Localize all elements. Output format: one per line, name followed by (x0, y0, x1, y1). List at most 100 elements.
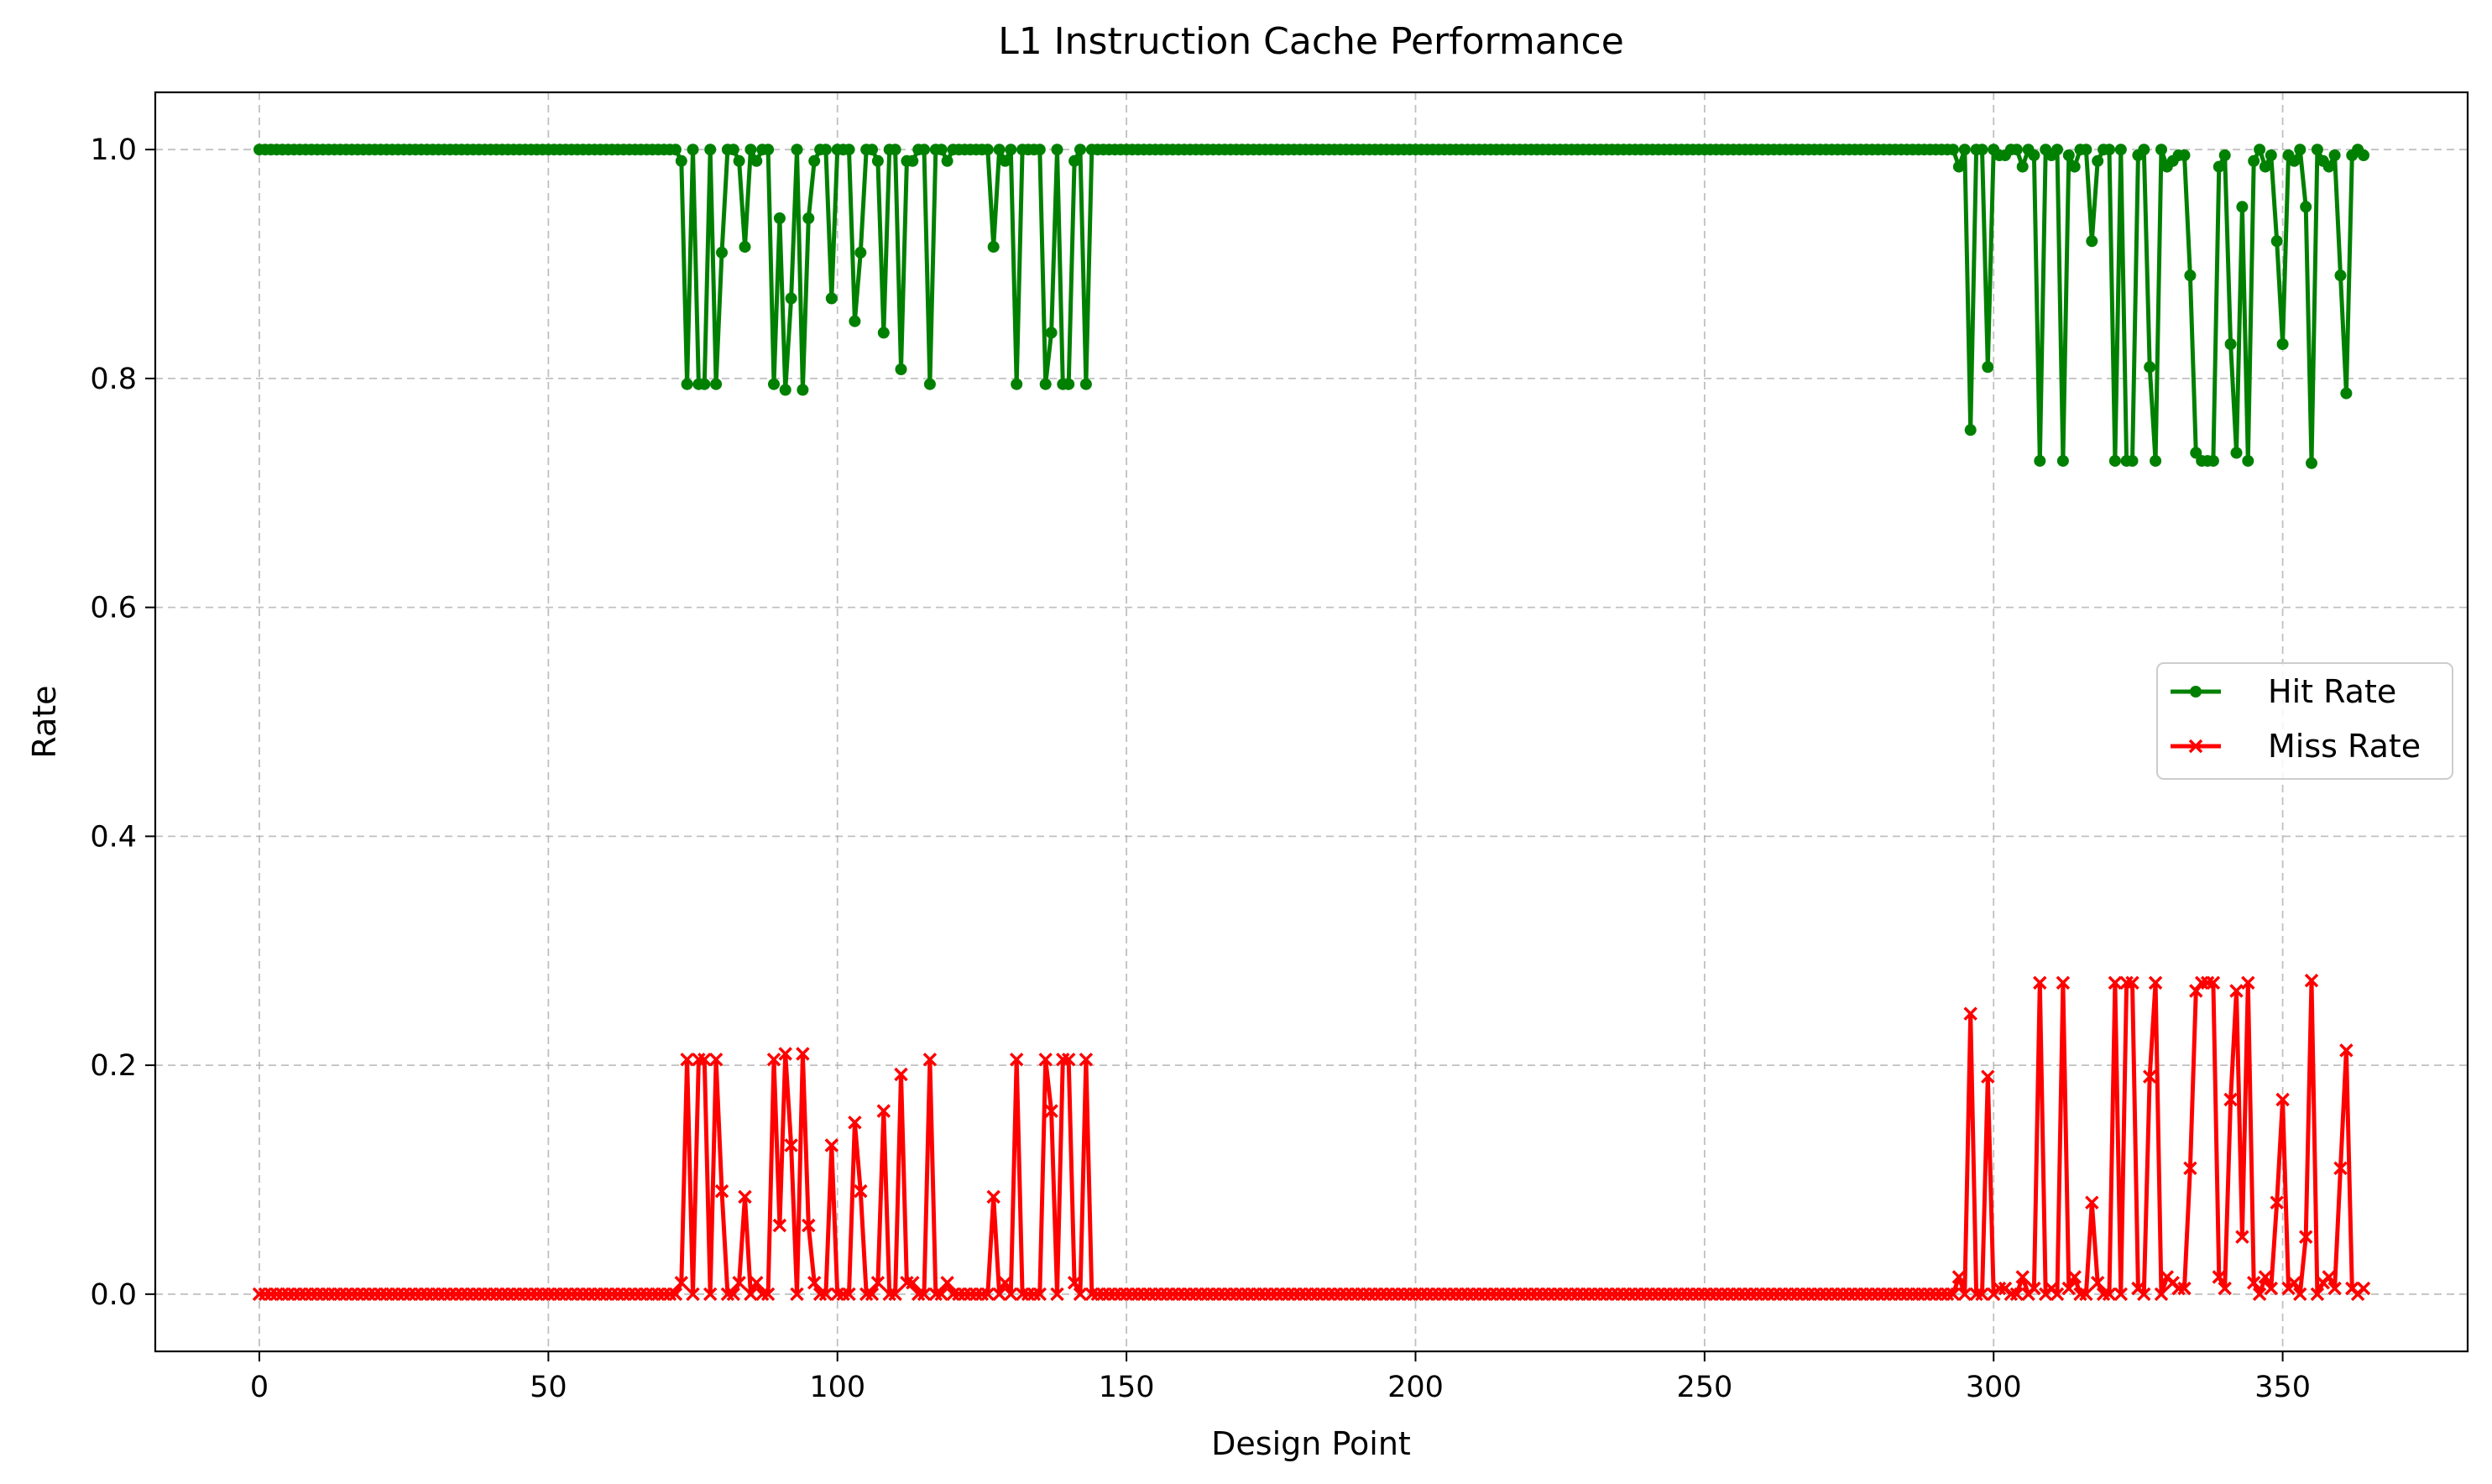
data-point-miss-rate (2183, 1161, 2197, 1176)
data-point-miss-rate (1032, 1287, 1047, 1302)
data-point-miss-rate (264, 1287, 279, 1302)
data-point-miss-rate (2108, 975, 2123, 990)
data-point-miss-rate (1050, 1287, 1064, 1302)
data-point-hit-rate (2276, 338, 2289, 350)
legend-marker-hit-rate (2190, 686, 2202, 698)
data-point-hit-rate (1074, 144, 1086, 156)
data-point-hit-rate (1039, 378, 1052, 390)
data-point-hit-rate (1958, 144, 1971, 156)
data-point-miss-rate (2275, 1092, 2290, 1107)
data-point-hit-rate (2230, 447, 2243, 459)
data-point-miss-rate (2090, 1275, 2105, 1290)
data-point-miss-rate (1090, 1287, 1105, 1302)
data-point-miss-rate (1651, 1287, 1666, 1302)
data-point-miss-rate (2333, 1161, 2348, 1176)
data-point-hit-rate (987, 241, 1000, 253)
data-point-miss-rate (2212, 1270, 2227, 1284)
data-point-hit-rate (854, 246, 867, 259)
data-point-miss-rate (922, 1053, 938, 1067)
data-point-hit-rate (710, 378, 723, 390)
data-point-hit-rate (2300, 201, 2312, 213)
x-tick-label: 350 (2254, 1371, 2311, 1404)
data-point-miss-rate (2015, 1270, 2030, 1284)
data-point-miss-rate (703, 1287, 718, 1302)
plot-frame (154, 91, 2469, 1353)
data-point-miss-rate (2252, 1287, 2267, 1302)
data-point-miss-rate (1963, 1006, 1977, 1021)
data-point-hit-rate (935, 144, 948, 156)
data-point-hit-rate (2311, 144, 2323, 156)
data-point-miss-rate (2304, 973, 2319, 988)
x-tick-label: 300 (1966, 1371, 2022, 1404)
data-point-miss-rate (940, 1275, 954, 1290)
data-point-hit-rate (1079, 378, 1092, 390)
data-point-miss-rate (1507, 1287, 1521, 1302)
data-point-miss-rate (888, 1287, 902, 1302)
data-point-miss-rate (766, 1053, 781, 1067)
legend-label-hit-rate: Hit Rate (2268, 673, 2396, 710)
data-point-miss-rate (2027, 1281, 2041, 1296)
data-point-hit-rate (2092, 154, 2104, 167)
data-point-miss-rate (2287, 1275, 2301, 1290)
data-point-hit-rate (773, 212, 786, 224)
data-point-miss-rate (986, 1189, 1000, 1204)
data-point-hit-rate (1976, 144, 1988, 156)
data-point-hit-rate (2114, 144, 2127, 156)
data-point-hit-rate (739, 241, 751, 253)
data-point-hit-rate (2340, 387, 2353, 400)
data-point-miss-rate (802, 1218, 816, 1233)
data-point-miss-rate (812, 1287, 828, 1302)
chart-title: L1 Instruction Cache Performance (998, 20, 1624, 63)
data-point-hit-rate (791, 144, 803, 156)
data-point-miss-rate (2270, 1195, 2284, 1210)
data-point-miss-rate (2125, 975, 2139, 990)
x-tick-label: 200 (1387, 1371, 1444, 1404)
data-point-miss-rate (992, 1287, 1006, 1302)
data-point-hit-rate (918, 144, 930, 156)
data-point-hit-rate (2270, 235, 2283, 248)
legend-marker-miss-rate (2188, 739, 2203, 754)
data-point-hit-rate (2080, 144, 2092, 156)
data-point-miss-rate (2189, 984, 2203, 998)
data-point-miss-rate (958, 1287, 972, 1302)
data-point-hit-rate (1964, 424, 1977, 436)
data-point-hit-rate (849, 315, 861, 327)
data-point-miss-rate (1975, 1287, 1989, 1302)
data-point-hit-rate (906, 154, 919, 167)
y-tick-label: 0.6 (90, 592, 137, 625)
data-point-hit-rate (2288, 154, 2301, 167)
data-point-miss-rate (2050, 1287, 2065, 1302)
data-point-hit-rate (1033, 144, 1046, 156)
data-point-hit-rate (2056, 455, 2069, 468)
data-point-miss-rate (402, 1287, 417, 1302)
data-point-hit-rate (1947, 144, 1959, 156)
data-point-miss-rate (1321, 1287, 1336, 1302)
data-point-hit-rate (2259, 160, 2271, 173)
data-point-hit-rate (716, 246, 728, 259)
data-point-miss-rate (2061, 1281, 2077, 1296)
data-point-hit-rate (797, 384, 809, 396)
data-point-miss-rate (859, 1287, 874, 1302)
data-point-miss-rate (2339, 1043, 2354, 1058)
data-point-miss-rate (1067, 1275, 1082, 1290)
data-point-miss-rate (1697, 1287, 1712, 1302)
data-point-hit-rate (2155, 144, 2167, 156)
data-point-miss-rate (824, 1138, 839, 1152)
data-point-miss-rate (1281, 1287, 1296, 1302)
data-point-miss-rate (2223, 1092, 2238, 1107)
data-point-hit-rate (877, 327, 890, 339)
legend-box (2156, 662, 2453, 780)
data-point-hit-rate (2294, 144, 2307, 156)
data-point-miss-rate (1009, 1053, 1024, 1067)
data-point-hit-rate (2178, 149, 2191, 161)
data-point-hit-rate (2062, 149, 2075, 161)
data-point-hit-rate (895, 363, 907, 375)
data-point-miss-rate (1460, 1287, 1475, 1302)
data-point-miss-rate (790, 1287, 804, 1302)
x-axis-label: Design Point (1211, 1425, 1411, 1462)
data-point-hit-rate (1051, 144, 1063, 156)
data-point-hit-rate (819, 144, 832, 156)
data-point-miss-rate (674, 1275, 689, 1290)
data-point-hit-rate (871, 154, 884, 167)
data-point-hit-rate (1068, 154, 1081, 167)
